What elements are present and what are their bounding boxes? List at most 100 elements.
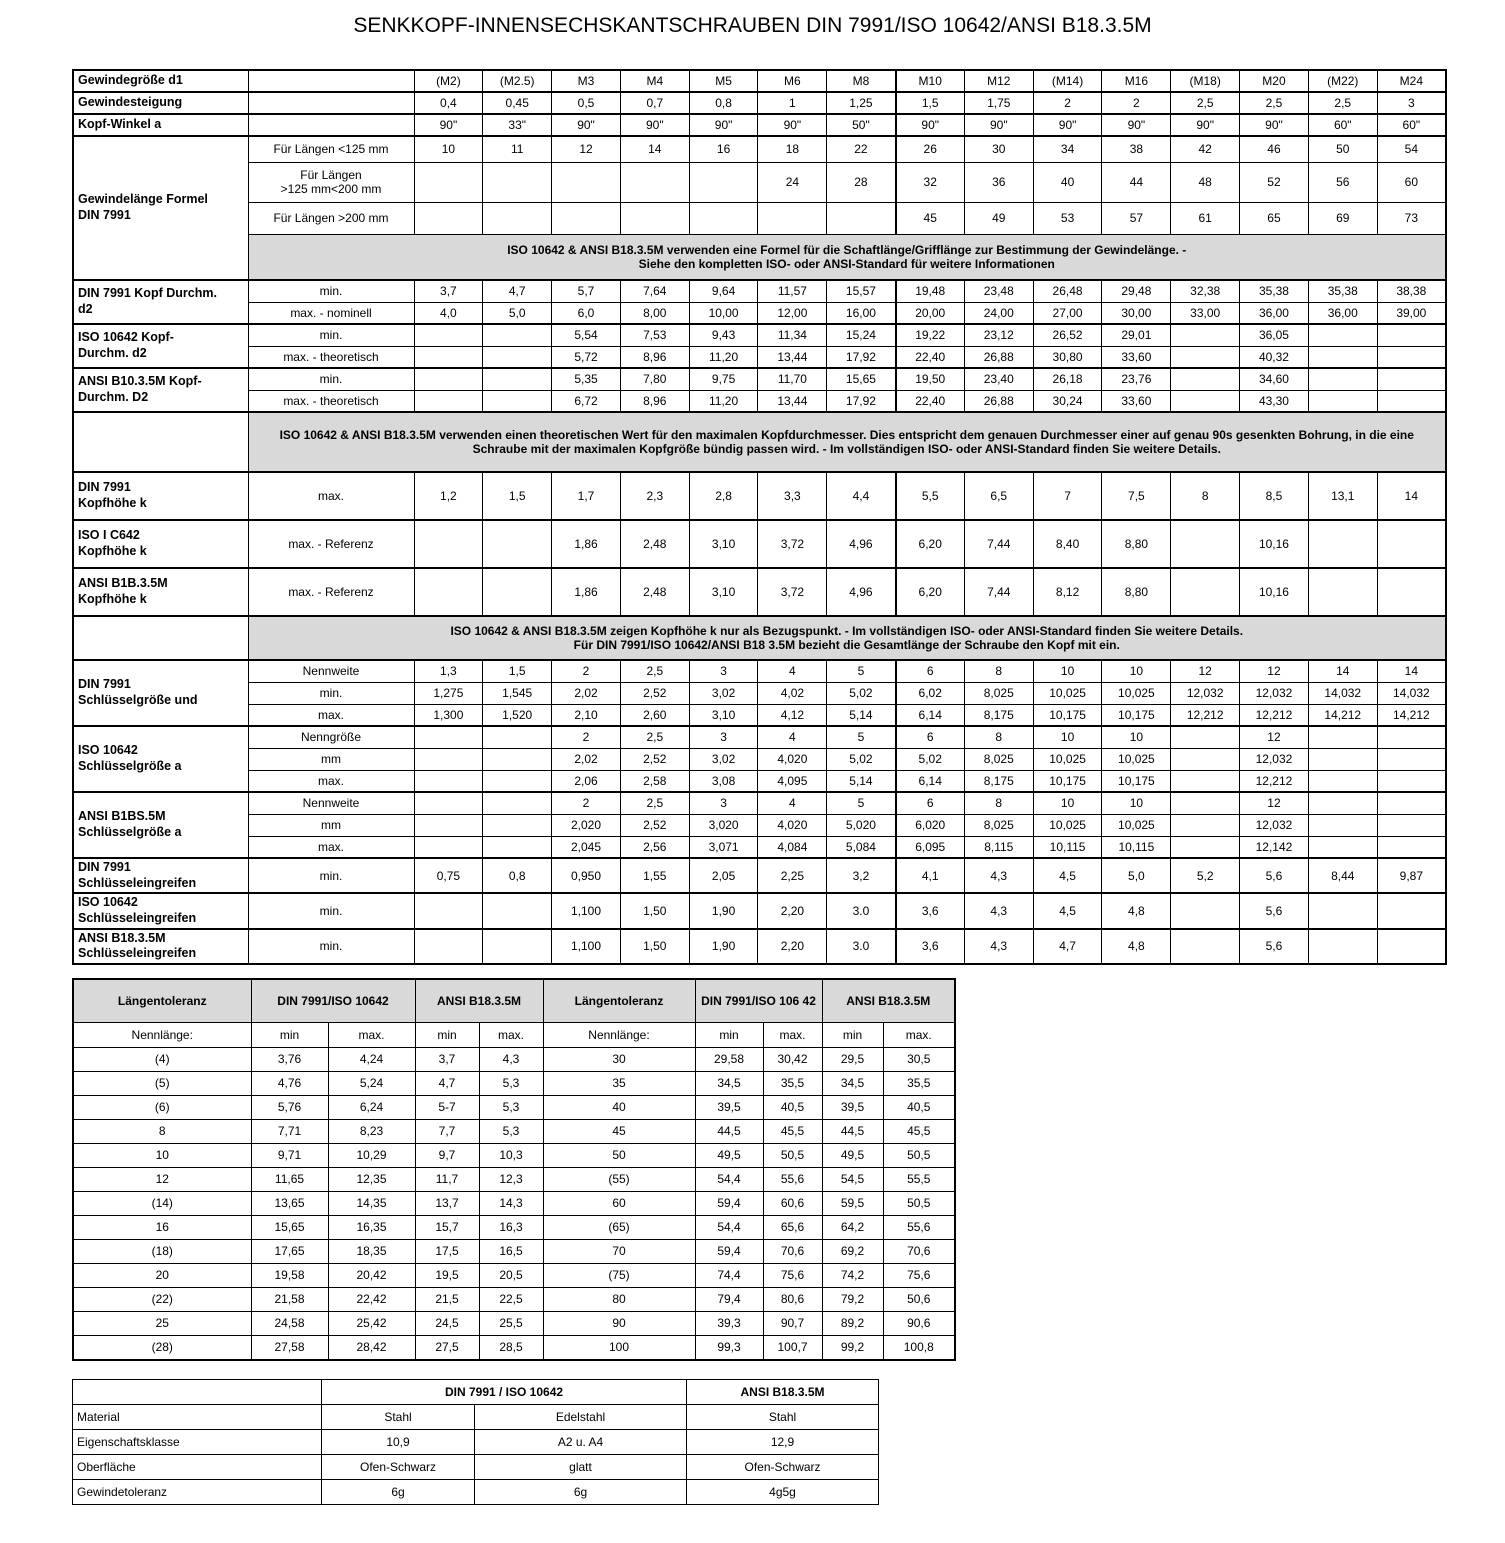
value-cell bbox=[1170, 567, 1241, 617]
value-cell bbox=[1307, 345, 1378, 369]
value-cell bbox=[1307, 323, 1378, 347]
value-cell: 30,24 bbox=[1032, 389, 1103, 413]
value-cell: 12,35 bbox=[327, 1166, 416, 1192]
value-cell: 12,212 bbox=[1239, 769, 1309, 793]
value-cell: 30 bbox=[542, 1046, 696, 1072]
value-cell: 4,3 bbox=[963, 927, 1034, 965]
value-cell: 75,6 bbox=[762, 1262, 823, 1288]
value-cell: 73 bbox=[1376, 201, 1447, 235]
value-cell: 1,3 bbox=[413, 659, 484, 683]
value-cell: 4 bbox=[757, 659, 828, 683]
value-cell: 1,50 bbox=[619, 892, 690, 930]
value-cell: 7,44 bbox=[963, 519, 1034, 569]
table-row: 25 24,58 25,42 24,5 25,5 90 39,3 90,7 89,2 90,6 bbox=[72, 1310, 956, 1336]
value-cell: (14) bbox=[72, 1190, 252, 1216]
value-cell: 64,2 bbox=[821, 1214, 884, 1240]
value-cell: 17,92 bbox=[826, 389, 897, 413]
value-cell: 16,00 bbox=[826, 301, 897, 325]
value-cell bbox=[1170, 892, 1241, 930]
value-cell: 14,212 bbox=[1376, 703, 1447, 727]
value-cell: 50" bbox=[826, 113, 897, 137]
value-cell: 4,3 bbox=[478, 1046, 544, 1072]
value-cell: 20 bbox=[72, 1262, 252, 1288]
value-cell: 100 bbox=[542, 1334, 696, 1361]
value-cell bbox=[619, 161, 690, 203]
table-row: ISO 10642 & ANSI B18.3.5M zeigen Kopfhöh… bbox=[72, 615, 1447, 661]
value-cell: 1,5 bbox=[894, 91, 965, 115]
value-cell: 28,42 bbox=[327, 1334, 416, 1361]
value-cell: 30,5 bbox=[882, 1046, 956, 1072]
row-label: Gewindetoleranz bbox=[72, 1478, 322, 1505]
value-cell: 8,80 bbox=[1101, 567, 1172, 617]
table-row: mm 2,020 2,52 3,020 4,020 5,020 6,020 8,025 10,0… bbox=[73, 813, 1447, 837]
value-cell: 0,8 bbox=[482, 856, 553, 894]
value-cell: 19,50 bbox=[894, 367, 965, 391]
value-cell: 12,3 bbox=[478, 1166, 544, 1192]
value-cell: 22 bbox=[826, 135, 897, 163]
value-cell: 26,88 bbox=[963, 389, 1034, 413]
value-cell: 2,5 bbox=[619, 725, 690, 749]
value-cell: 2,02 bbox=[551, 681, 621, 705]
table-row: (18) 17,65 18,35 17,5 16,5 70 59,4 70,6 69,2 70,6 bbox=[72, 1238, 956, 1264]
value-cell: 11,70 bbox=[757, 367, 828, 391]
value-cell: 11,65 bbox=[250, 1166, 329, 1192]
value-cell: 1,545 bbox=[482, 681, 553, 705]
value-cell: 4,020 bbox=[757, 747, 828, 771]
value-cell: 2,20 bbox=[757, 927, 828, 965]
value-cell: 4,12 bbox=[757, 703, 828, 727]
value-cell: 6g bbox=[473, 1478, 688, 1505]
value-cell: 45,5 bbox=[762, 1118, 823, 1144]
table-row: Gewindegröße d1 (M2) (M2.5) M3 M4 M5 M6 M8 M10 M1… bbox=[72, 69, 1447, 93]
value-cell: 8 bbox=[963, 791, 1034, 815]
table-row: mm 2,02 2,52 3,02 4,020 5,02 5,02 8,025 10,025 10… bbox=[73, 747, 1447, 771]
value-cell: 5,084 bbox=[826, 835, 897, 859]
value-cell: 20,00 bbox=[894, 301, 965, 325]
value-cell: 50 bbox=[542, 1142, 696, 1168]
value-cell: 14 bbox=[1376, 471, 1447, 521]
value-cell: 29,5 bbox=[821, 1046, 884, 1072]
value-cell: 8,025 bbox=[963, 681, 1034, 705]
row-sublabel: max. - Referenz bbox=[247, 519, 415, 569]
value-cell: 38,38 bbox=[1376, 279, 1447, 303]
table-row: max. - theoretisch 6,72 8,96 11,20 13,44 17,9… bbox=[73, 389, 1447, 413]
value-cell bbox=[1376, 927, 1447, 965]
row-label bbox=[72, 615, 249, 661]
value-cell bbox=[1376, 345, 1447, 369]
value-cell bbox=[688, 161, 759, 203]
value-cell bbox=[413, 161, 484, 203]
value-cell: 3,7 bbox=[413, 279, 484, 303]
value-cell bbox=[413, 747, 484, 771]
value-cell bbox=[1307, 519, 1378, 569]
value-cell: 3,02 bbox=[688, 747, 759, 771]
value-cell: 26,88 bbox=[963, 345, 1034, 369]
subheader-cell: max. bbox=[327, 1021, 416, 1048]
row-label: ISO 10642 Schlüsseleingreifen bbox=[72, 892, 249, 930]
table-row: 8 7,71 8,23 7,7 5,3 45 44,5 45,5 44,5 45,5 bbox=[72, 1118, 956, 1144]
value-cell: Stahl bbox=[686, 1403, 880, 1430]
value-cell bbox=[413, 725, 484, 749]
value-cell: 14,212 bbox=[1307, 703, 1378, 727]
table-row: (14) 13,65 14,35 13,7 14,3 60 59,4 60,6 59,5 50,5 bbox=[72, 1190, 956, 1216]
value-cell: 4,8 bbox=[1101, 892, 1172, 930]
subheader-cell: min bbox=[821, 1021, 884, 1048]
value-cell: 35,5 bbox=[882, 1070, 956, 1096]
value-cell: 12 bbox=[551, 135, 621, 163]
value-cell: 0,75 bbox=[413, 856, 484, 894]
value-cell: 30,80 bbox=[1032, 345, 1103, 369]
value-cell bbox=[1376, 725, 1447, 749]
column-header: DIN 7991/ISO 10642 bbox=[250, 978, 416, 1023]
table-row: Gewindetoleranz 6g 6g 4g5g bbox=[72, 1478, 880, 1505]
row-sublabel: min. bbox=[247, 681, 415, 705]
value-cell: 3 bbox=[688, 659, 759, 683]
value-cell: 19,22 bbox=[894, 323, 965, 347]
value-cell: 40,5 bbox=[762, 1094, 823, 1120]
value-cell: 4,24 bbox=[327, 1046, 416, 1072]
value-cell: 69 bbox=[1307, 201, 1378, 235]
value-cell: 9,75 bbox=[688, 367, 759, 391]
value-cell: 9,7 bbox=[414, 1142, 480, 1168]
value-cell: 17,92 bbox=[826, 345, 897, 369]
value-cell: 9,71 bbox=[250, 1142, 329, 1168]
table-row: (6) 5,76 6,24 5-7 5,3 40 39,5 40,5 39,5 40,5 bbox=[72, 1094, 956, 1120]
value-cell: 45 bbox=[894, 201, 965, 235]
value-cell: 2,8 bbox=[688, 471, 759, 521]
